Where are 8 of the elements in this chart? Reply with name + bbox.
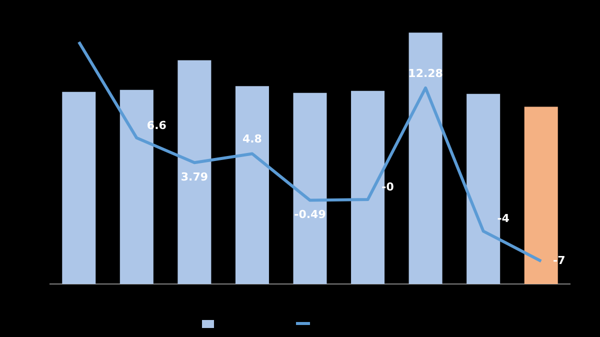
- data-label: -0.49: [294, 208, 326, 222]
- data-label: 4.8: [242, 132, 262, 146]
- data-label: 3.79: [180, 170, 208, 184]
- bar: [408, 32, 442, 284]
- bar: [62, 92, 96, 284]
- bar: [178, 60, 212, 284]
- bar: [293, 92, 327, 284]
- bar: [235, 86, 269, 284]
